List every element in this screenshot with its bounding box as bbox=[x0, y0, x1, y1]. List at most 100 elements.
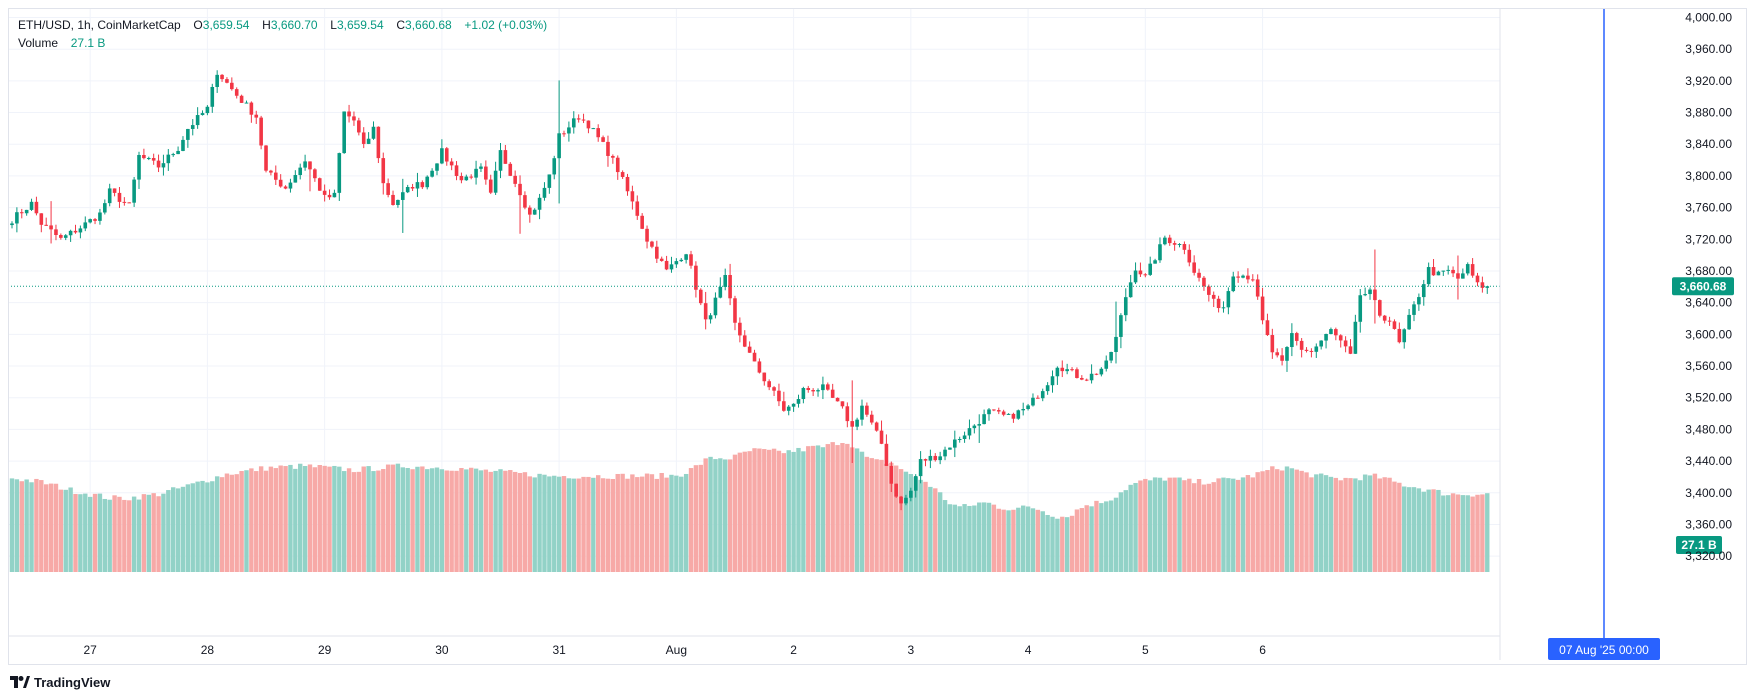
candle-body bbox=[1128, 282, 1133, 298]
volume-bar bbox=[483, 469, 489, 572]
candle-body bbox=[83, 222, 88, 229]
volume-bar bbox=[1094, 500, 1099, 572]
candle-body bbox=[728, 275, 732, 299]
volume-bar bbox=[478, 470, 484, 572]
time-axis-label: 4 bbox=[1025, 643, 1032, 657]
volume-bar bbox=[332, 465, 337, 572]
volume-bar bbox=[532, 477, 537, 572]
candle-body bbox=[860, 405, 864, 420]
candle-body bbox=[796, 399, 801, 404]
candle-body bbox=[1216, 298, 1221, 309]
candle-body bbox=[532, 209, 537, 215]
volume-bar bbox=[893, 465, 899, 572]
volume-bar bbox=[351, 472, 357, 572]
volume-bar bbox=[454, 470, 459, 572]
candle-body bbox=[34, 201, 39, 214]
symbol-title[interactable]: ETH/USD, 1h, CoinMarketCap bbox=[18, 18, 181, 32]
candle-body bbox=[723, 275, 728, 287]
volume-bar bbox=[561, 476, 567, 572]
candle-body bbox=[230, 82, 234, 90]
volume-bar bbox=[19, 481, 24, 572]
close-value: 3,660.68 bbox=[405, 18, 452, 32]
volume-bar bbox=[288, 464, 293, 572]
volume-bar bbox=[356, 471, 362, 572]
candle-body bbox=[762, 372, 767, 382]
volume-bar bbox=[947, 504, 953, 572]
volume-bar bbox=[151, 493, 156, 572]
candle-body bbox=[1001, 411, 1006, 415]
candle-body bbox=[303, 161, 307, 168]
volume-bar bbox=[1089, 506, 1094, 572]
candle-body bbox=[625, 176, 630, 192]
volume-bar bbox=[630, 474, 635, 572]
volume-bar bbox=[654, 478, 660, 572]
volume-bar bbox=[234, 474, 239, 572]
volume-bar bbox=[180, 486, 186, 572]
candle-body bbox=[1011, 413, 1016, 419]
candle-body bbox=[659, 258, 664, 261]
candle-body bbox=[1309, 350, 1314, 352]
candle-body bbox=[73, 230, 78, 233]
volume-bar bbox=[166, 490, 171, 572]
candle-body bbox=[371, 126, 376, 139]
tradingview-branding[interactable]: TradingView bbox=[10, 672, 110, 692]
volume-bar bbox=[923, 481, 928, 572]
volume-bar bbox=[840, 443, 845, 572]
candle-body bbox=[1187, 249, 1192, 263]
candle-body bbox=[327, 194, 332, 198]
candle-body bbox=[205, 106, 210, 114]
candle-body bbox=[547, 174, 552, 188]
candle-body bbox=[288, 182, 293, 189]
candle-body bbox=[879, 430, 884, 444]
candle-body bbox=[1285, 347, 1289, 361]
candle-body bbox=[1470, 264, 1475, 276]
candle-body bbox=[694, 265, 698, 290]
volume-bar bbox=[1465, 495, 1470, 572]
volume-bar bbox=[1304, 472, 1309, 572]
volume-bar bbox=[1201, 484, 1207, 572]
volume-bar bbox=[39, 480, 44, 572]
candle-body bbox=[366, 138, 371, 144]
candle-body bbox=[865, 405, 869, 415]
volume-bar bbox=[850, 447, 855, 572]
candle-body bbox=[742, 335, 747, 347]
candle-body bbox=[772, 387, 776, 391]
volume-bar bbox=[390, 464, 396, 572]
open-label: O bbox=[193, 18, 203, 32]
candle-body bbox=[1163, 237, 1167, 245]
candle-body bbox=[767, 381, 771, 388]
volume-bar bbox=[776, 450, 782, 572]
candle-body bbox=[1417, 297, 1421, 305]
candle-body bbox=[987, 409, 991, 415]
candle-body bbox=[581, 119, 586, 121]
volume-bar bbox=[498, 469, 503, 572]
time-axis-label: 30 bbox=[435, 643, 449, 657]
volume-bar bbox=[346, 468, 352, 572]
volume-bar bbox=[307, 464, 313, 572]
volume-bar bbox=[1099, 503, 1104, 572]
volume-bar bbox=[24, 479, 29, 572]
candle-body bbox=[24, 209, 29, 214]
volume-bar bbox=[864, 456, 870, 572]
volume-bar bbox=[415, 466, 420, 572]
high-value: 3,660.70 bbox=[270, 18, 318, 32]
volume-bar bbox=[1118, 492, 1124, 572]
candle-body bbox=[537, 197, 542, 210]
candle-body bbox=[1207, 286, 1211, 295]
volume-bar bbox=[102, 498, 108, 572]
candle-body bbox=[244, 102, 249, 104]
volume-label[interactable]: Volume bbox=[18, 36, 59, 50]
candle-body bbox=[1480, 282, 1485, 288]
candle-body bbox=[1094, 373, 1099, 375]
high-label: H bbox=[262, 18, 271, 32]
candle-body bbox=[733, 298, 737, 323]
candle-body bbox=[161, 163, 166, 168]
last-price-badge-text: 3,660.68 bbox=[1680, 279, 1727, 293]
volume-bar bbox=[1470, 496, 1475, 572]
candle-body bbox=[474, 168, 478, 178]
volume-bar bbox=[1074, 509, 1080, 572]
candle-body bbox=[1006, 413, 1011, 415]
volume-bar bbox=[889, 462, 894, 572]
candle-body bbox=[1036, 397, 1040, 399]
